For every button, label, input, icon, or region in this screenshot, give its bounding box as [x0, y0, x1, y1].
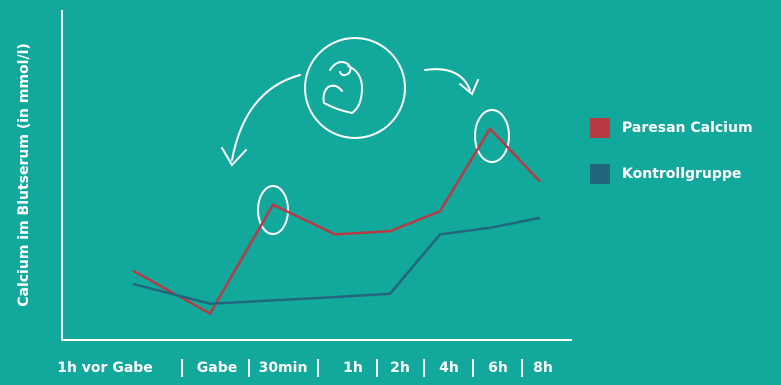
- series-line: [132, 216, 541, 305]
- legend-label: Kontrollgruppe: [622, 166, 741, 182]
- legend-swatch: [590, 118, 610, 138]
- muscle-circle: [304, 37, 406, 139]
- arrow-left-head: [221, 147, 247, 167]
- x-tick-label: 1h: [343, 360, 363, 376]
- series-line: [132, 126, 541, 316]
- y-axis-title: Calcium im Blutserum (in mmol/l): [16, 43, 32, 307]
- decoration: [221, 37, 510, 235]
- muscle-icon: [322, 61, 364, 115]
- arrow-right-head: [459, 79, 479, 96]
- highlight-circle: [257, 185, 289, 235]
- x-tick-label: 4h: [439, 360, 459, 376]
- legend-swatch: [590, 164, 610, 184]
- x-tick-label: Gabe: [197, 360, 237, 376]
- x-tick-label: 6h: [488, 360, 508, 376]
- x-tick-label: 1h vor Gabe: [57, 360, 153, 376]
- x-tick-label: 30min: [259, 360, 308, 376]
- arrow-left: [231, 74, 301, 161]
- x-tick-label: 8h: [533, 360, 553, 376]
- legend-label: Paresan Calcium: [622, 120, 753, 136]
- x-tick-label: 2h: [390, 360, 410, 376]
- arrow-right: [424, 68, 471, 91]
- highlight-circle: [474, 109, 510, 163]
